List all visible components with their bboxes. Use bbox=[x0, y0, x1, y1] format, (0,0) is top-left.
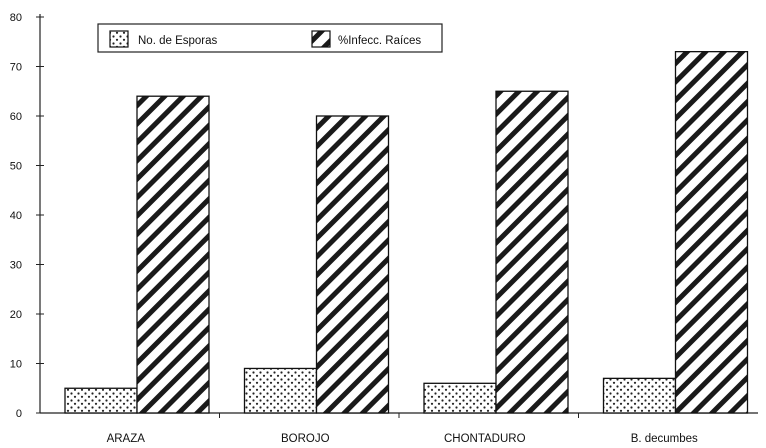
category-label-2: CHONTADURO bbox=[444, 433, 526, 445]
bar-infeccion-1 bbox=[315, 115, 390, 414]
legend-swatch-infeccion bbox=[311, 30, 331, 48]
legend: No. de Esporas %Infecc. Raíces bbox=[97, 23, 443, 53]
legend-label-esporas: No. de Esporas bbox=[138, 35, 218, 47]
legend-box bbox=[97, 23, 443, 53]
y-tick-label-70: 70 bbox=[10, 62, 22, 74]
y-tick-label-30: 30 bbox=[10, 260, 22, 272]
y-tick-label-80: 80 bbox=[10, 12, 22, 24]
bar-infeccion-3 bbox=[674, 51, 749, 414]
bar-esporas-2 bbox=[423, 382, 497, 414]
bar-esporas-0 bbox=[64, 387, 138, 414]
y-tick-label-0: 0 bbox=[16, 408, 22, 420]
bar-infeccion-0 bbox=[136, 95, 210, 414]
bar-esporas-3 bbox=[602, 377, 677, 414]
bars-group bbox=[64, 51, 749, 414]
y-tick-label-40: 40 bbox=[10, 210, 22, 222]
legend-label-infeccion: %Infecc. Raíces bbox=[338, 35, 421, 47]
y-tick-label-50: 50 bbox=[10, 161, 22, 173]
y-tick-label-60: 60 bbox=[10, 111, 22, 123]
y-tick-label-20: 20 bbox=[10, 309, 22, 321]
category-labels: ARAZA BOROJO CHONTADURO B. decumbes bbox=[107, 433, 698, 445]
legend-swatch-esporas bbox=[109, 30, 129, 48]
y-tick-label-10: 10 bbox=[10, 359, 22, 371]
category-label-1: BOROJO bbox=[281, 433, 330, 445]
category-label-0: ARAZA bbox=[107, 433, 146, 445]
category-label-3: B. decumbes bbox=[631, 433, 698, 445]
bar-esporas-1 bbox=[243, 367, 318, 414]
bar-infeccion-2 bbox=[495, 90, 569, 414]
